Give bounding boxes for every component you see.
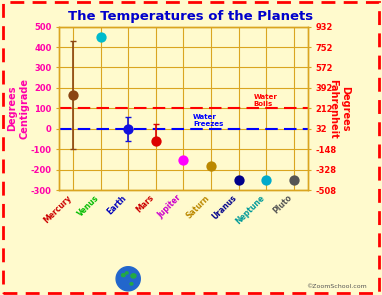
Y-axis label: Degrees
Centigrade: Degrees Centigrade	[8, 78, 29, 139]
Polygon shape	[116, 267, 140, 291]
Point	[263, 178, 269, 182]
Text: Mars: Mars	[134, 193, 156, 215]
Point	[125, 127, 131, 131]
Text: Water
Boils: Water Boils	[254, 94, 278, 107]
Text: Saturn: Saturn	[184, 193, 211, 220]
Text: Earth: Earth	[105, 193, 128, 216]
Point	[153, 139, 159, 144]
Point	[235, 178, 241, 182]
Point	[97, 35, 104, 39]
Text: Mercury: Mercury	[42, 193, 73, 225]
Text: Pluto: Pluto	[271, 193, 294, 216]
Polygon shape	[131, 274, 136, 278]
Polygon shape	[130, 283, 133, 285]
Polygon shape	[121, 274, 125, 277]
Text: Venus: Venus	[76, 193, 100, 218]
Point	[291, 178, 297, 182]
Text: Water
Freezes: Water Freezes	[193, 114, 223, 127]
Text: ©ZoomSchool.com: ©ZoomSchool.com	[306, 284, 367, 289]
Polygon shape	[126, 272, 128, 274]
Y-axis label: Degrees
Fahrenheit: Degrees Fahrenheit	[329, 78, 350, 138]
Text: Neptune: Neptune	[233, 193, 266, 226]
Text: Uranus: Uranus	[210, 193, 238, 222]
Text: Jupiter: Jupiter	[156, 193, 183, 220]
Text: The Temperatures of the Planets: The Temperatures of the Planets	[68, 10, 314, 23]
Point	[208, 163, 214, 168]
Point	[180, 157, 186, 162]
Point	[70, 92, 76, 97]
